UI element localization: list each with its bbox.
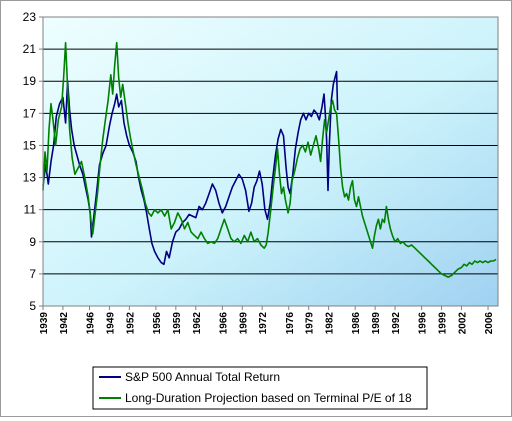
x-tick-label-1956: 1956 (152, 312, 163, 335)
y-tick-label-9: 9 (29, 235, 36, 249)
x-tick-label-1996: 1996 (418, 312, 429, 335)
y-tick-label-19: 19 (23, 74, 37, 88)
y-tick-label-11: 11 (24, 203, 37, 217)
legend: S&P 500 Annual Total Return Long-Duratio… (92, 366, 428, 410)
series-line-projection (42, 41, 497, 278)
legend-label-sp500: S&P 500 Annual Total Return (125, 370, 280, 384)
x-tick-label-1992: 1992 (391, 312, 402, 335)
x-tick-label-1972: 1972 (258, 312, 269, 335)
x-tick-label-1979: 1979 (305, 312, 316, 335)
x-tick-label-1942: 1942 (59, 312, 70, 335)
x-tick-label-1962: 1962 (192, 312, 203, 335)
x-tick-label-1969: 1969 (238, 312, 249, 335)
x-tick-label-1976: 1976 (285, 312, 296, 335)
x-tick-label-1946: 1946 (85, 312, 96, 335)
x-tick-label-1989: 1989 (371, 312, 382, 335)
x-tick-label-2002: 2002 (457, 312, 468, 335)
x-tick-label-1982: 1982 (325, 312, 336, 335)
x-tick-label-1949: 1949 (105, 312, 116, 335)
plot-area (43, 17, 498, 306)
y-tick-label-21: 21 (23, 42, 37, 56)
legend-label-projection: Long-Duration Projection based on Termin… (125, 391, 412, 405)
y-tick-label-17: 17 (23, 106, 37, 120)
y-tick-label-5: 5 (29, 299, 36, 313)
x-tick-label-1966: 1966 (218, 312, 229, 335)
y-tick-label-15: 15 (23, 138, 37, 152)
x-tick-label-1959: 1959 (172, 312, 183, 335)
x-tick-label-1939: 1939 (39, 312, 50, 335)
x-tick-label-1952: 1952 (125, 312, 136, 335)
legend-box (92, 366, 428, 410)
plot-border (42, 16, 499, 307)
x-tick-label-2006: 2006 (484, 312, 495, 335)
x-tick-label-1999: 1999 (438, 312, 449, 335)
y-tick-label-23: 23 (23, 10, 37, 24)
x-tick-label-1986: 1986 (351, 312, 362, 335)
y-tick-label-7: 7 (29, 267, 36, 281)
y-tick-label-13: 13 (23, 171, 37, 185)
